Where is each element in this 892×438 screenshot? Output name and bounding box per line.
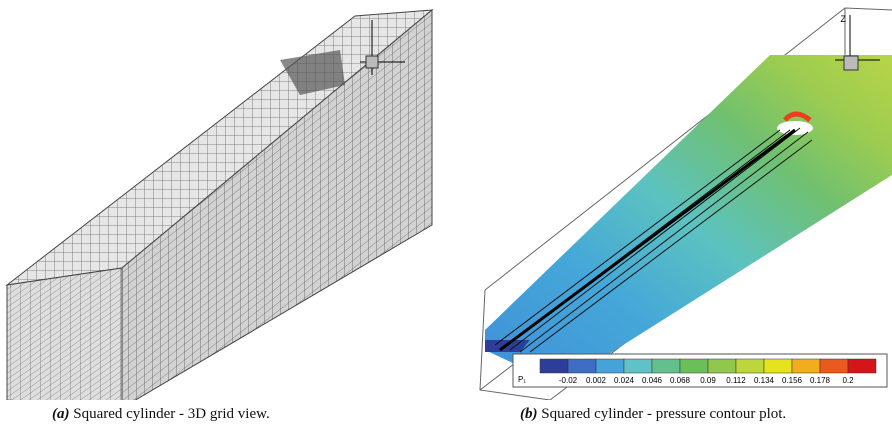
colorbar-label: 0.068 (670, 376, 691, 385)
colorbar-swatch (624, 359, 652, 373)
colorbar-swatch (540, 359, 568, 373)
colorbar-variable: P₁ (518, 375, 526, 384)
colorbar-label: 0.156 (782, 376, 803, 385)
colorbar: P₁ -0.02 0.002 0.024 0.046 0.068 0.09 0.112 0.1… (513, 354, 887, 387)
grid-box (7, 10, 432, 400)
colorbar-label: 0.112 (726, 376, 746, 385)
grid-front (7, 268, 122, 400)
caption-text: Squared cylinder - 3D grid view. (73, 406, 269, 422)
cylinder (844, 56, 858, 70)
colorbar-swatch (568, 359, 596, 373)
caption-text: Squared cylinder - pressure contour plot… (541, 406, 786, 422)
colorbar-swatch (708, 359, 736, 373)
colorbar-swatch (736, 359, 764, 373)
colorbar-swatch (848, 359, 876, 373)
colorbar-swatch (596, 359, 624, 373)
colorbar-swatch (792, 359, 820, 373)
colorbar-swatch (820, 359, 848, 373)
axis-label: Z (841, 14, 847, 24)
caption-tag: (b) (520, 406, 538, 422)
caption: (b) Squared cylinder - pressure contour … (520, 406, 786, 423)
colorbar-label: 0.024 (614, 376, 635, 385)
colorbar-swatch (652, 359, 680, 373)
pressure-plane (485, 55, 892, 385)
colorbar-label: 0.134 (754, 376, 775, 385)
cylinder (366, 56, 378, 68)
contour-view: Z P₁ -0.02 0.002 0.024 0.046 0.068 0.09 0.112 0… (480, 8, 892, 400)
colorbar-swatch (680, 359, 708, 373)
colorbar-label: 0.2 (842, 376, 854, 385)
colorbar-label: 0.178 (810, 376, 831, 385)
caption: (a) Squared cylinder - 3D grid view. (52, 406, 270, 423)
colorbar-label: 0.002 (586, 376, 607, 385)
colorbar-swatch (764, 359, 792, 373)
colorbar-label: 0.046 (642, 376, 663, 385)
figure-art: Z P₁ -0.02 0.002 0.024 0.046 0.068 0.09 0.112 0… (0, 0, 892, 400)
colorbar-label: -0.02 (559, 376, 578, 385)
caption-tag: (a) (52, 406, 70, 422)
colorbar-label: 0.09 (700, 376, 716, 385)
figure-page: Z P₁ -0.02 0.002 0.024 0.046 0.068 0.09 0.112 0… (0, 0, 892, 438)
